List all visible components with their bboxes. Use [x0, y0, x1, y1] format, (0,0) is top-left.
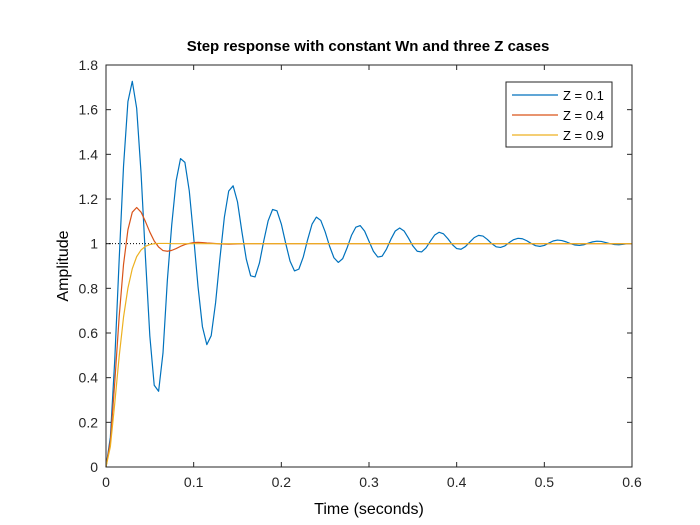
axes-box — [105, 64, 633, 468]
x-axis-label: Time (seconds) — [314, 501, 424, 518]
legend: Z = 0.1 Z = 0.4 Z = 0.9 — [505, 81, 613, 148]
y-axis-label: Amplitude — [55, 230, 72, 301]
x-tick-label: 0.4 — [447, 474, 467, 490]
legend-label-2: Z = 0.4 — [563, 108, 604, 123]
y-tick-label: 0.4 — [79, 370, 99, 386]
x-tick-label: 0.1 — [184, 474, 204, 490]
x-tick-label: 0.5 — [535, 474, 555, 490]
series-line-1 — [105, 80, 632, 468]
series-group — [105, 80, 632, 468]
x-tick-label: 0.2 — [272, 474, 292, 490]
y-tick-label: 1.2 — [79, 191, 99, 207]
y-tick-label: 0.8 — [79, 280, 99, 296]
series-line-3 — [105, 242, 632, 468]
y-tick-label: 1.6 — [79, 102, 99, 118]
legend-label-1: Z = 0.1 — [563, 88, 604, 103]
legend-label-3: Z = 0.9 — [563, 128, 604, 143]
y-ticks: 0 0.2 0.4 0.6 0.8 1 1.2 1.4 1.6 1.8 — [79, 57, 632, 475]
y-tick-label: 0.2 — [79, 414, 99, 430]
x-ticks: 0 0.1 0.2 0.3 0.4 0.5 0.6 — [102, 65, 642, 490]
x-tick-label: 0 — [102, 474, 110, 490]
y-tick-label: 1 — [90, 236, 98, 252]
x-tick-label: 0.6 — [622, 474, 642, 490]
y-tick-label: 1.8 — [79, 57, 99, 73]
y-tick-label: 0 — [90, 459, 98, 475]
y-tick-label: 1.4 — [79, 146, 99, 162]
chart-title: Step response with constant Wn and three… — [187, 38, 550, 55]
y-tick-label: 0.6 — [79, 325, 99, 341]
x-tick-label: 0.3 — [359, 474, 379, 490]
